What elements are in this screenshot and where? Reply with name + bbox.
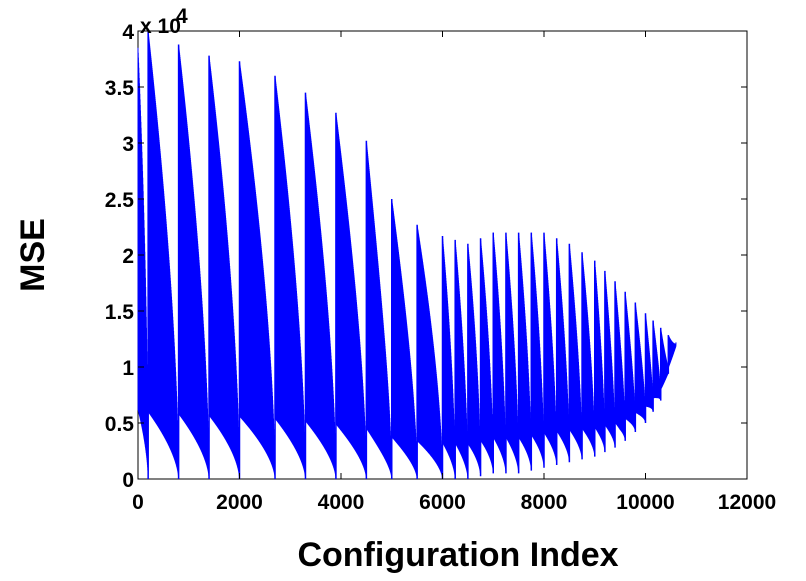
x-tick-label: 2000: [216, 491, 263, 514]
x-tick-label: 0: [132, 491, 144, 514]
x-tick-label: 6000: [419, 491, 466, 514]
y-tick-label: 0: [122, 469, 134, 492]
series-layer: [137, 31, 677, 480]
x-tick-label: 4000: [318, 491, 365, 514]
y-tick-label: 3: [122, 133, 134, 156]
x-axis-title: Configuration Index: [297, 536, 618, 574]
y-tick-label: 1.5: [105, 301, 135, 324]
x-tick-label: 12000: [718, 491, 776, 514]
tick-layer: [137, 30, 748, 480]
x-tick-labels: 0 2000 4000 6000 8000 10000 12000: [132, 491, 776, 514]
x-tick-label: 8000: [521, 491, 568, 514]
y-tick-labels: 0 0.5 1 1.5 2 2.5 3 3.5 4: [105, 21, 135, 492]
y-axis-title: MSE: [14, 218, 52, 292]
y-tick-label: 0.5: [105, 413, 135, 436]
y-tick-label: 4: [122, 21, 134, 44]
y-tick-label: 1: [122, 357, 134, 380]
y-multiplier-label: x 10: [140, 15, 181, 38]
y-tick-label: 3.5: [105, 77, 135, 100]
mse-series-line: [137, 32, 677, 480]
y-tick-label: 2.5: [105, 189, 135, 212]
x-tick-label: 10000: [616, 491, 674, 514]
y-tick-label: 2: [122, 245, 134, 268]
y-multiplier-exponent: 4: [176, 5, 188, 28]
